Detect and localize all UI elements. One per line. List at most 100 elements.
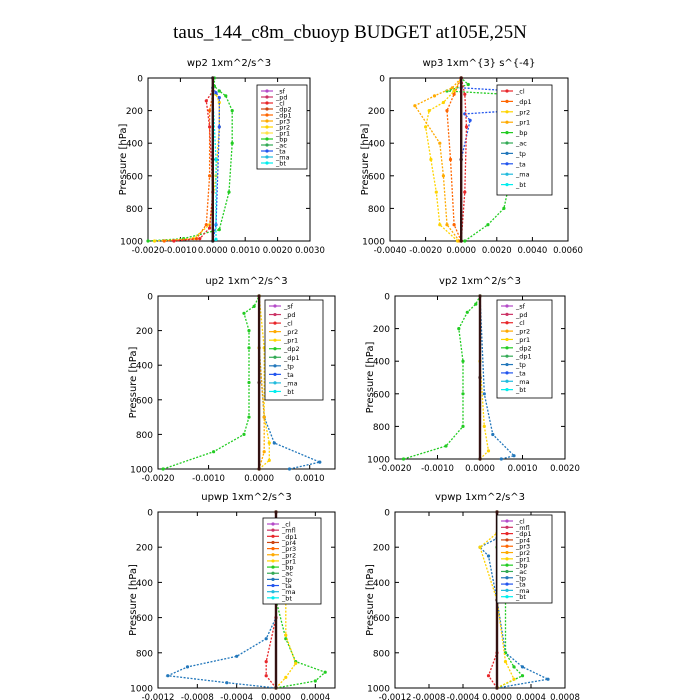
series-point — [257, 294, 261, 298]
legend-label: _ac — [281, 570, 293, 578]
x-tick-label: -0.0020 — [379, 464, 412, 474]
series-point — [486, 223, 490, 227]
y-tick-label: 800 — [126, 205, 143, 215]
legend-label: _ma — [515, 378, 530, 386]
y-tick-label: 600 — [136, 396, 153, 406]
legend-marker — [265, 95, 269, 99]
x-tick-label: 0.0000 — [244, 474, 274, 484]
series-point — [478, 294, 482, 298]
series-line-dp1 — [164, 78, 214, 242]
legend-marker — [265, 101, 269, 105]
legend-label: _pr2 — [515, 108, 530, 116]
legend-label: _pr2 — [283, 328, 298, 336]
series-point — [520, 674, 525, 678]
series-point — [486, 554, 491, 558]
legend-label: _ac — [275, 142, 287, 150]
legend-marker — [265, 107, 269, 111]
series-point — [217, 228, 221, 232]
series-point — [166, 674, 170, 678]
series-point — [152, 239, 157, 243]
legend-marker — [505, 582, 509, 586]
legend-marker — [505, 89, 509, 93]
series-point — [459, 157, 463, 162]
legend-marker — [505, 588, 509, 592]
legend-marker — [505, 532, 509, 536]
legend-marker — [273, 372, 277, 376]
legend-marker — [271, 583, 275, 588]
y-tick-label: 800 — [368, 205, 385, 215]
plot-frame — [147, 77, 311, 242]
legend-marker — [271, 577, 275, 581]
series-point — [486, 674, 491, 678]
series-point — [267, 458, 271, 462]
series-point — [247, 415, 251, 419]
legend-label: _dp1 — [515, 353, 532, 361]
figure-title: taus_144_c8m_cbuoyp BUDGET at105E,25N — [173, 22, 527, 43]
plot-frame — [389, 77, 569, 242]
series-point — [172, 239, 176, 243]
series-point — [204, 99, 208, 103]
series-point — [252, 304, 256, 308]
series-point — [217, 125, 221, 129]
legend-marker — [273, 304, 277, 308]
x-tick-label: 0.0000 — [261, 693, 291, 700]
y-tick-label: 600 — [373, 390, 390, 400]
x-tick-label: 0.0010 — [295, 474, 325, 484]
legend-marker — [505, 151, 509, 155]
series-point — [274, 686, 278, 690]
y-tick-label: 800 — [373, 649, 390, 659]
series-point — [211, 239, 215, 243]
x-tick-label: 0.0010 — [230, 246, 260, 256]
y-tick-label: 0 — [384, 509, 390, 519]
series-point — [459, 239, 463, 243]
legend-label: _tp — [515, 574, 526, 582]
legend-label: _bp — [515, 129, 528, 137]
series-point — [459, 76, 463, 80]
y-tick-label: 200 — [373, 544, 390, 554]
series-point — [424, 125, 428, 129]
legend-marker — [505, 346, 509, 350]
series-point — [211, 76, 215, 80]
y-tick-label: 600 — [136, 614, 153, 624]
legend-label: _cl — [515, 88, 525, 96]
legend-box — [496, 84, 553, 196]
legend-label: _ma — [283, 379, 298, 387]
legend-marker — [265, 143, 269, 147]
legend-marker — [273, 389, 277, 394]
y-tick-label: 0 — [384, 293, 390, 303]
y-tick-label: 1000 — [130, 685, 153, 695]
legend-marker — [505, 379, 509, 383]
x-tick-label: 0.0060 — [553, 246, 583, 256]
series-point — [284, 633, 288, 637]
subplot-title: vp2 1xm^2/s^3 — [439, 276, 521, 287]
legend-label: _ta — [515, 369, 526, 377]
legend-marker — [505, 538, 509, 542]
legend-label: _pr1 — [515, 119, 530, 127]
series-line-pr1 — [258, 295, 270, 470]
legend-label: _dp1 — [283, 354, 300, 362]
x-tick-label: 0.0000 — [482, 693, 512, 700]
y-tick-label: 400 — [373, 579, 390, 589]
legend-label: _pr4 — [281, 539, 296, 547]
legend-marker — [265, 125, 269, 129]
subplot-title: wp2 1xm^2/s^3 — [187, 58, 271, 69]
series-point — [448, 157, 453, 162]
legend-label: _cl — [281, 521, 291, 529]
x-tick-label: 0.0004 — [516, 693, 546, 700]
legend-label: _ma — [515, 587, 530, 595]
legend-label: _dp2 — [275, 106, 292, 114]
series-point — [461, 359, 465, 363]
legend-marker — [273, 338, 277, 342]
x-tick-label: 0.0008 — [550, 693, 580, 700]
plot-frame — [157, 295, 336, 470]
legend-marker — [273, 355, 277, 359]
y-tick-label: 200 — [368, 107, 385, 117]
legend-label: _ac — [515, 568, 527, 576]
legend-marker — [505, 110, 509, 114]
series-point — [242, 432, 246, 436]
series-point — [161, 467, 165, 471]
series-point — [503, 660, 508, 664]
series-point — [267, 441, 271, 445]
legend-label: _pr1 — [515, 336, 530, 344]
legend-marker — [505, 337, 509, 342]
